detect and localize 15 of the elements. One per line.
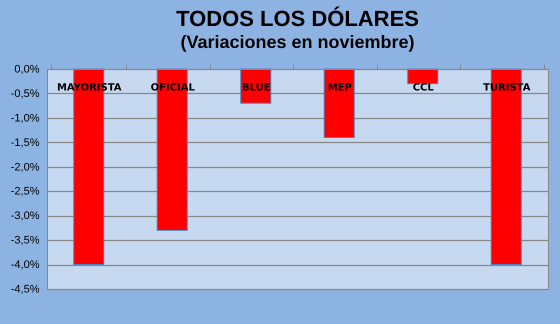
- y-tick-label: -2,0%: [10, 161, 40, 174]
- y-tick-label: -4,0%: [10, 259, 40, 272]
- chart-title: TODOS LOS DÓLARES: [176, 6, 419, 31]
- x-tick-label: BLUE: [242, 82, 271, 94]
- y-tick-label: -3,0%: [10, 210, 40, 222]
- y-tick-label: -2,5%: [10, 186, 40, 198]
- y-tick-label: -3,5%: [10, 234, 40, 247]
- y-tick-label: -4,5%: [10, 284, 40, 296]
- y-tick-label: 0,0%: [14, 64, 40, 76]
- chart-subtitle: (Variaciones en noviembre): [180, 32, 415, 52]
- x-tick-label: MEP: [328, 82, 352, 94]
- y-tick-label: -1,0%: [10, 112, 40, 124]
- x-tick-label: CCL: [412, 82, 434, 94]
- y-tick-label: -0,5%: [10, 88, 40, 100]
- y-tick-label: -1,5%: [10, 136, 40, 149]
